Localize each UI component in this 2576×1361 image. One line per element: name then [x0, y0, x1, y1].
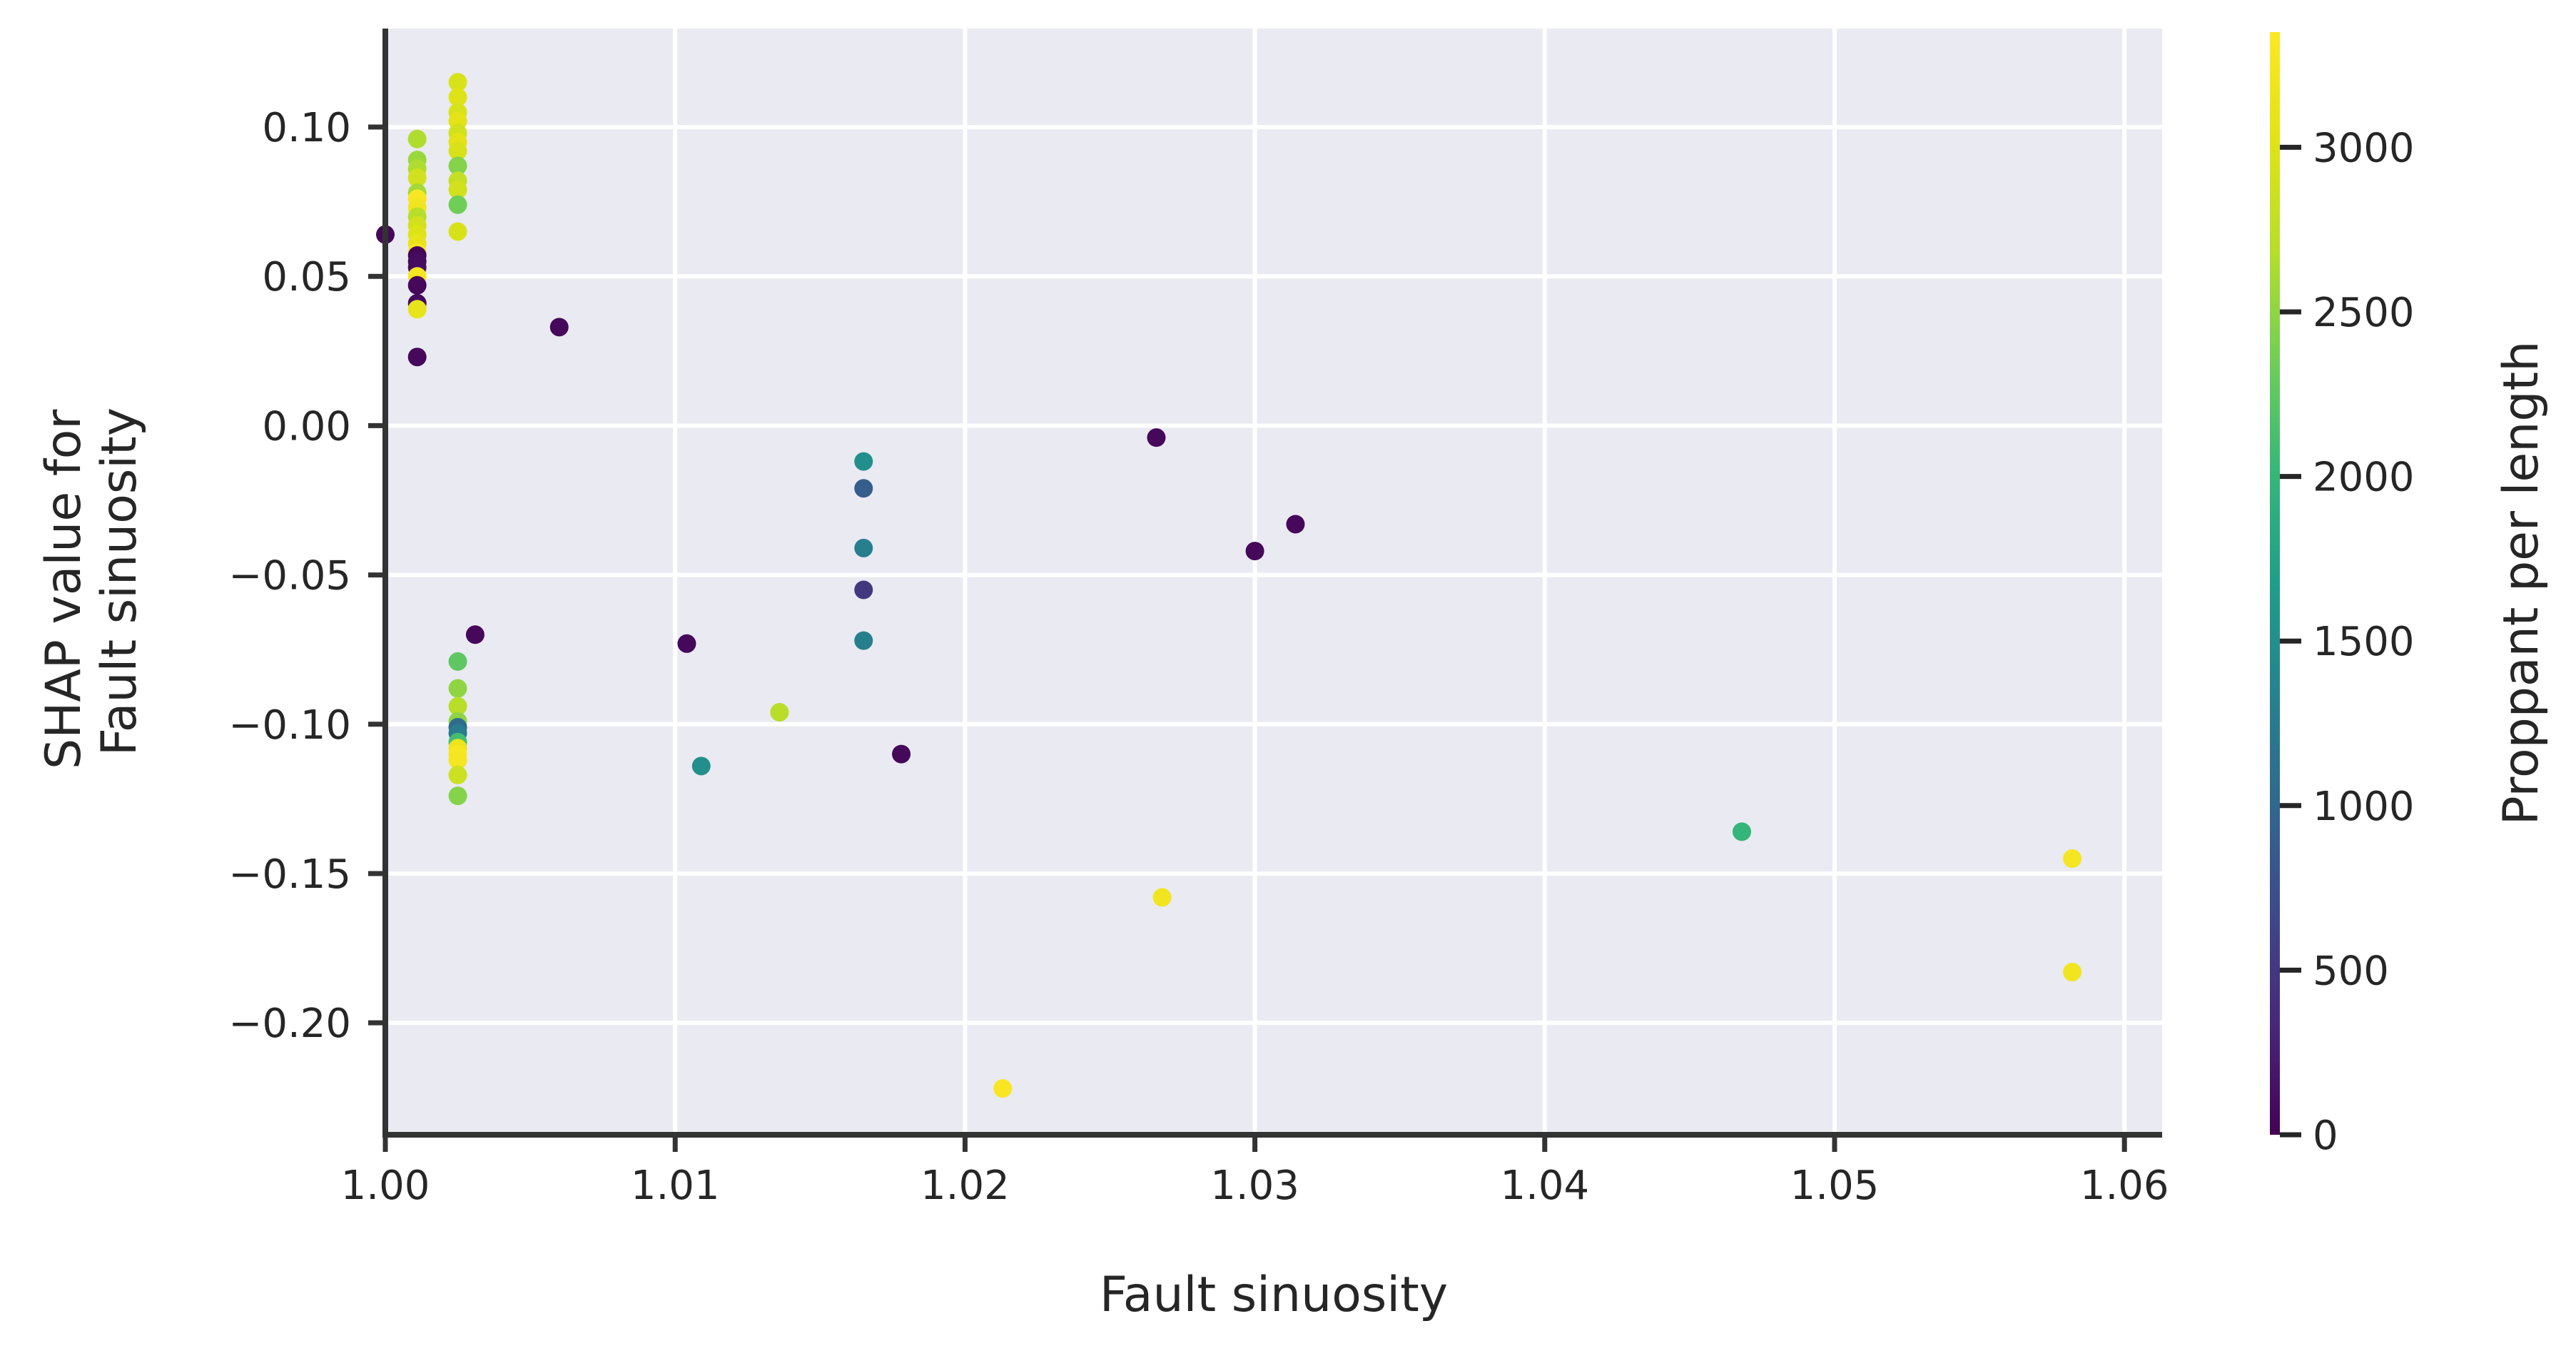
y-axis-title-line-1: SHAP value for [36, 410, 92, 769]
colorbar [2270, 32, 2280, 1135]
data-point [2063, 849, 2082, 869]
data-point [1147, 428, 1166, 447]
data-point [1245, 542, 1264, 561]
data-point [892, 744, 911, 764]
data-point [677, 634, 696, 653]
x-tick-label: 1.01 [631, 1163, 720, 1209]
data-point [407, 275, 427, 295]
y-tick-label: 0.05 [262, 254, 351, 300]
data-point [854, 538, 873, 557]
data-point [448, 156, 467, 176]
data-point [448, 180, 467, 199]
data-point [407, 168, 427, 188]
data-point [465, 625, 485, 644]
colorbar-tick-label: 2000 [2313, 455, 2415, 501]
data-point [448, 652, 467, 671]
data-point [448, 141, 467, 161]
data-point [854, 452, 873, 471]
data-point [691, 757, 711, 776]
data-point [1152, 888, 1172, 907]
data-point [854, 631, 873, 650]
colorbar-tick-label: 1500 [2313, 619, 2415, 665]
data-point [407, 300, 427, 319]
y-tick-label: −0.20 [228, 1001, 351, 1047]
x-tick-label: 1.03 [1210, 1163, 1299, 1209]
data-point [448, 195, 467, 214]
colorbar-tick-label: 2500 [2313, 290, 2415, 336]
colorbar-tick-label: 3000 [2313, 125, 2415, 171]
y-axis-title-line-2: Fault sinuosity [91, 408, 148, 756]
x-tick-label: 1.02 [921, 1163, 1010, 1209]
data-point [770, 703, 789, 722]
data-point [993, 1079, 1013, 1098]
y-tick-label: 0.00 [262, 403, 351, 450]
data-point [448, 73, 467, 92]
y-tick-label: −0.15 [228, 851, 351, 898]
x-tick-label: 1.04 [1500, 1163, 1589, 1209]
data-points [376, 73, 2082, 1098]
data-point [2063, 962, 2082, 981]
colorbar-title: Proppant per length [2493, 341, 2550, 826]
data-point [1733, 822, 1752, 841]
y-tick-label: 0.10 [262, 105, 351, 151]
colorbar-ticks: 0 500 1000 1500 2000 2500 3000 [2280, 125, 2415, 1159]
x-axis-title: Fault sinuosity [1100, 1267, 1448, 1323]
data-point [448, 88, 467, 107]
data-point [448, 697, 467, 716]
data-point [448, 786, 467, 806]
y-tick-label: −0.10 [228, 702, 351, 749]
data-point [407, 129, 427, 148]
data-point [448, 750, 467, 769]
data-point [407, 348, 427, 367]
y-axis-ticks: 0.10 0.05 0.00 −0.05 −0.10 −0.15 −0.20 [228, 105, 385, 1047]
data-point [448, 765, 467, 784]
y-tick-label: −0.05 [228, 553, 351, 599]
x-tick-label: 1.05 [1790, 1163, 1880, 1209]
grid-lines [383, 29, 2162, 1135]
data-point [448, 222, 467, 241]
colorbar-tick-label: 0 [2313, 1113, 2338, 1159]
colorbar-tick-label: 1000 [2313, 784, 2415, 830]
x-tick-label: 1.00 [341, 1163, 430, 1209]
colorbar-tick-label: 500 [2313, 948, 2389, 994]
y-axis-title: SHAP value for Fault sinuosity [36, 394, 148, 769]
x-axis-ticks: 1.00 1.01 1.02 1.03 1.04 1.05 1.06 [341, 1135, 2169, 1209]
data-point [549, 318, 569, 337]
x-tick-label: 1.06 [2080, 1163, 2169, 1209]
plot-area-background [385, 29, 2162, 1135]
data-point [854, 479, 873, 498]
data-point [448, 679, 467, 698]
data-point [854, 580, 873, 599]
data-point [1286, 515, 1305, 534]
